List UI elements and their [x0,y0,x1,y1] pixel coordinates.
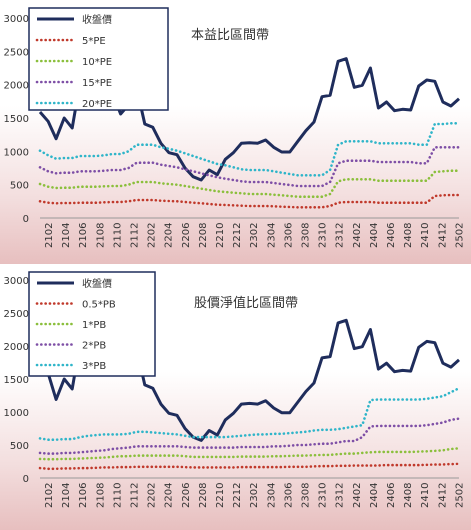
y-axis: 0 500 1000 1500 2000 2500 3000 [4,276,29,485]
y-tick-label: 0 [23,474,29,485]
x-tick-label: 2102 [44,483,55,508]
y-tick-label: 1000 [4,147,29,158]
x-tick-label: 2210 [215,223,226,248]
legend: 收盤價 5*PE 10*PE 15*PE 20*PE [28,7,169,111]
y-tick-label: 3000 [4,14,29,25]
y-tick-label: 2000 [4,81,29,92]
legend-label: 15*PE [82,78,112,89]
x-tick-label: 2304 [266,483,277,508]
legend-label: 0.5*PB [82,300,116,311]
x-tick-label: 2206 [181,483,192,508]
x-axis: 2102 2104 2106 2108 2110 2112 2202 2204 2206 2208… [40,217,465,248]
x-tick-label: 2408 [403,483,414,508]
x-tick-label: 2112 [130,483,141,508]
x-tick-label: 2312 [335,223,346,248]
series-line-4 [38,386,461,441]
legend-label: 20*PE [82,99,112,110]
x-tick-label: 2412 [437,223,448,248]
x-tick-label: 2312 [335,483,346,508]
x-tick-label: 2110 [112,223,123,248]
legend: 收盤價 0.5*PB 1*PB 2*PB 3*PB [28,271,156,377]
series-line-1 [38,193,461,209]
x-tick-label: 2412 [437,483,448,508]
series-line-4 [38,122,461,177]
x-tick-label: 2406 [386,223,397,248]
x-tick-label: 2208 [198,483,209,508]
y-tick-label: 1000 [4,408,29,419]
x-tick-label: 2408 [403,223,414,248]
x-tick-label: 2404 [369,223,380,248]
legend-label: 10*PE [82,57,112,68]
x-tick-label: 2206 [181,223,192,248]
x-tick-label: 2106 [78,483,89,508]
chart-title: 本益比區間帶 [191,28,269,43]
x-tick-label: 2212 [232,223,243,248]
y-tick-label: 0 [23,214,29,225]
y-tick-label: 3000 [4,276,29,287]
series-line-2 [38,447,461,461]
x-tick-label: 2208 [198,223,209,248]
x-tick-label: 2304 [266,223,277,248]
x-tick-label: 2202 [147,223,158,248]
legend-label: 2*PB [82,341,106,352]
x-tick-label: 2210 [215,483,226,508]
y-axis: 0 500 1000 1500 2000 2500 3000 [4,14,29,225]
y-tick-label: 2500 [4,47,29,58]
x-tick-label: 2204 [164,483,175,508]
x-tick-label: 2310 [318,483,329,508]
x-tick-label: 2306 [283,223,294,248]
x-tick-label: 2108 [95,223,106,248]
y-tick-label: 1500 [4,375,29,386]
x-tick-label: 2302 [249,483,260,508]
x-tick-label: 2202 [147,483,158,508]
y-tick-label: 2500 [4,309,29,320]
x-axis: 2102 2104 2106 2108 2110 2112 2202 2204 2206 2208… [40,477,465,508]
series-line-2 [38,169,461,198]
y-tick-label: 1500 [4,114,29,125]
x-tick-label: 2104 [61,223,72,248]
x-tick-label: 2402 [352,483,363,508]
x-tick-label: 2404 [369,483,380,508]
chart-title: 股價淨值比區間帶 [194,295,298,311]
x-tick-label: 2410 [420,483,431,508]
y-tick-label: 2000 [4,342,29,353]
pe-band-chart-panel: 0 500 1000 1500 2000 2500 3000 2102 2104 2106 210… [0,0,471,264]
series-line-3 [38,146,461,188]
x-tick-label: 2410 [420,223,431,248]
x-tick-label: 2102 [44,223,55,248]
legend-label: 收盤價 [82,13,112,26]
x-tick-label: 2502 [454,483,465,508]
x-tick-label: 2308 [301,223,312,248]
x-tick-label: 2310 [318,223,329,248]
x-tick-label: 2112 [130,223,141,248]
x-tick-label: 2204 [164,223,175,248]
pb-band-chart-panel: 0 500 1000 1500 2000 2500 3000 2102 2104 2106 210… [0,266,471,530]
x-tick-label: 2406 [386,483,397,508]
x-tick-label: 2308 [301,483,312,508]
x-tick-label: 2306 [283,483,294,508]
legend-label: 收盤價 [82,277,112,290]
series-line-1 [38,462,461,471]
x-tick-label: 2402 [352,223,363,248]
legend-label: 1*PB [82,320,106,331]
x-tick-label: 2110 [112,483,123,508]
legend-label: 3*PB [82,361,106,372]
y-tick-label: 500 [10,441,29,452]
y-tick-label: 500 [10,181,29,192]
series-line-3 [38,417,461,455]
x-tick-label: 2212 [232,483,243,508]
x-tick-label: 2108 [95,483,106,508]
x-tick-label: 2104 [61,483,72,508]
x-tick-label: 2106 [78,223,89,248]
x-tick-label: 2302 [249,223,260,248]
x-tick-label: 2502 [454,223,465,248]
legend-label: 5*PE [82,36,106,47]
